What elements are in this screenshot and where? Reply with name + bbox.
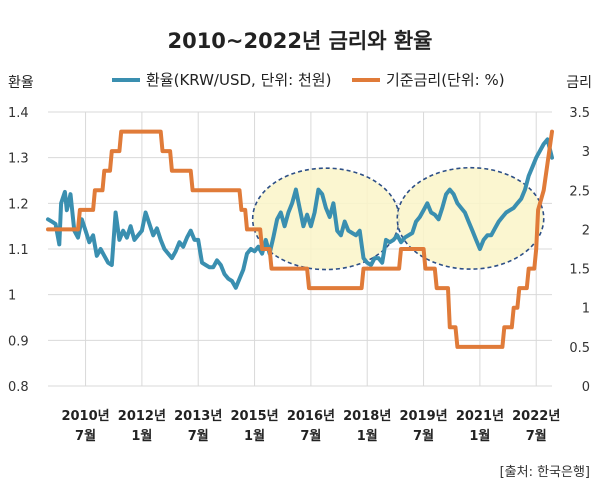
x-tick-label-year: 2016년	[287, 409, 335, 424]
source-note: [출처: 한국은행]	[500, 464, 590, 480]
left-tick-label: 0.9	[8, 334, 29, 349]
right-tick-label: 0	[582, 380, 590, 395]
legend-label-interest-rate: 기준금리(단위: %)	[386, 71, 505, 89]
x-tick-label-year: 2013년	[174, 409, 222, 424]
legend-label-exchange-rate: 환율(KRW/USD, 단위: 천원)	[146, 71, 331, 89]
left-tick-label: 0.8	[8, 380, 29, 395]
x-tick-label-month: 7월	[413, 428, 434, 444]
right-tick-label: 0.5	[569, 341, 590, 356]
highlight-circle-1	[251, 167, 400, 271]
left-axis-title: 환율	[8, 75, 34, 91]
left-tick-label: 1	[8, 289, 16, 304]
interest-rate-line	[46, 129, 554, 349]
x-tick-label-month: 1월	[469, 428, 490, 444]
right-axis-title: 금리	[566, 75, 592, 91]
legend: 환율(KRW/USD, 단위: 천원) 기준금리(단위: %)	[112, 71, 505, 89]
right-tick-label: 1	[582, 302, 590, 317]
right-tick-label: 1.5	[569, 263, 590, 278]
axes: 0.8 0.9 1 1.1 1.2 1.3 1.4 0 0.5 1 1.5 2 2.5 3 3.5 2010년…	[8, 106, 590, 444]
x-tick-label-year: 2012년	[118, 409, 166, 424]
x-tick-label-month: 7월	[75, 428, 96, 444]
left-tick-label: 1.2	[8, 197, 29, 212]
x-tick-label-month: 1월	[244, 428, 265, 444]
right-tick-label: 2.5	[569, 184, 590, 199]
x-tick-label-year: 2018년	[343, 409, 391, 424]
right-tick-label: 2	[582, 223, 590, 238]
highlight-circle-2	[396, 166, 545, 270]
right-tick-label: 3.5	[569, 106, 590, 121]
series	[46, 129, 554, 349]
x-tick-label-year: 2019년	[399, 409, 447, 424]
left-tick-label: 1.4	[8, 106, 29, 121]
x-tick-label-year: 2021년	[456, 409, 504, 424]
chart-title: 2010~2022년 금리와 환율	[167, 29, 432, 53]
x-tick-label-year: 2015년	[230, 409, 278, 424]
x-tick-label-month: 1월	[131, 428, 152, 444]
x-tick-label-month: 7월	[300, 428, 321, 444]
right-tick-label: 3	[582, 145, 590, 160]
left-tick-label: 1.3	[8, 152, 29, 167]
x-tick-label-month: 7월	[188, 428, 209, 444]
x-tick-label-month: 7월	[526, 428, 547, 444]
x-tick-label-year: 2022년	[512, 409, 560, 424]
x-tick-label-year: 2010년	[61, 409, 109, 424]
exchange-rate-line	[46, 137, 554, 290]
left-tick-label: 1.1	[8, 243, 29, 258]
x-tick-label-month: 1월	[357, 428, 378, 444]
